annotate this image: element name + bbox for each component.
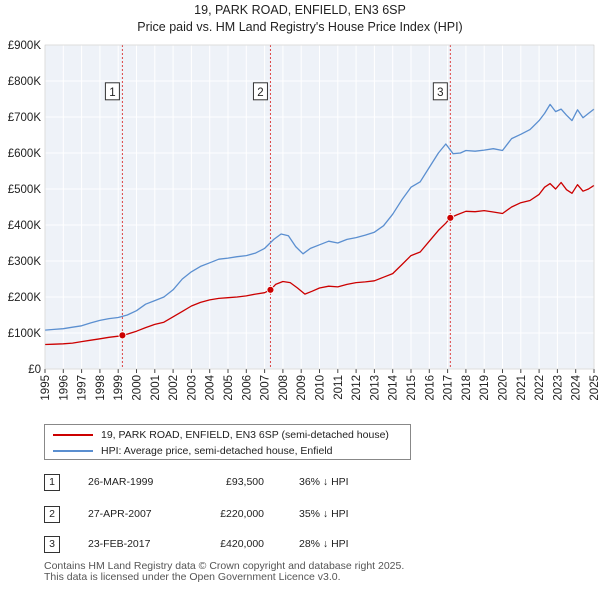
x-tick-label: 2024 [571, 374, 583, 400]
x-tick-label: 1995 [40, 375, 52, 401]
chart-subtitle: Price paid vs. HM Land Registry's House … [137, 20, 463, 34]
legend-label-hpi: HPI: Average price, semi-detached house,… [101, 445, 333, 457]
y-tick-label: £100K [8, 328, 42, 340]
footer-copyright: Contains HM Land Registry data © Crown c… [44, 560, 405, 572]
plot-frame [44, 44, 595, 370]
series-layer [44, 103, 595, 346]
sale-label-box [252, 82, 268, 101]
x-tick-label: 2013 [369, 375, 381, 401]
transaction-date: 23-FEB-2017 [88, 538, 151, 550]
table-row: 1 26-MAR-1999 £93,500 36% ↓ HPI [44, 474, 444, 494]
y-tick-label: £400K [8, 220, 42, 232]
y-tick-label: £800K [8, 76, 42, 88]
x-tick-label: 2022 [534, 375, 546, 401]
table-row: 2 27-APR-2007 £220,000 35% ↓ HPI [44, 506, 444, 526]
sale-marker-lines [121, 45, 451, 369]
x-tick-label: 2011 [333, 375, 345, 400]
x-tick-label: 2009 [296, 375, 308, 401]
legend-swatch-blue [53, 450, 93, 452]
x-tick-label: 2004 [205, 374, 217, 400]
x-tick-label: 2012 [351, 375, 363, 401]
sale-markers: 1 2 3 [104, 82, 455, 340]
sale-label-box [104, 82, 120, 101]
sale-label: 3 [437, 87, 443, 99]
transaction-hpi-diff: 36% ↓ HPI [299, 476, 349, 488]
x-tick-label: 2002 [168, 375, 180, 401]
legend-item-property: 19, PARK ROAD, ENFIELD, EN3 6SP (semi-de… [53, 427, 389, 443]
y-tick-label: £200K [8, 292, 42, 304]
x-tick-label: 2005 [223, 375, 235, 401]
transaction-date: 27-APR-2007 [88, 508, 152, 520]
x-tick-label: 1999 [113, 375, 125, 401]
sale-label: 1 [109, 87, 115, 99]
x-tick-label: 2010 [315, 375, 327, 401]
x-tick-label: 2021 [516, 375, 528, 401]
transaction-price: £93,500 [226, 476, 264, 488]
axis-layer: £0 £100K £200K £300K £400K £500K £600K £700K £80… [8, 40, 600, 401]
grid-layer [44, 44, 595, 370]
x-tick-label: 1996 [58, 375, 70, 401]
legend-item-hpi: HPI: Average price, semi-detached house,… [53, 443, 333, 459]
transaction-number: 3 [44, 536, 60, 553]
x-tick-label: 1998 [95, 375, 107, 401]
transaction-hpi-diff: 28% ↓ HPI [299, 538, 349, 550]
footer: Contains HM Land Registry data © Crown c… [44, 561, 404, 583]
transaction-price: £220,000 [220, 508, 264, 520]
sale-label: 2 [257, 87, 263, 99]
chart-title: 19, PARK ROAD, ENFIELD, EN3 6SP [194, 3, 406, 17]
x-tick-label: 2003 [186, 375, 198, 401]
transaction-number: 2 [44, 506, 60, 523]
x-tick-label: 2023 [552, 375, 564, 401]
price-chart: £0 £100K £200K £300K £400K £500K £600K £700K £80… [8, 40, 600, 401]
x-tick-label: 2018 [461, 375, 473, 401]
x-tick-label: 2008 [278, 375, 290, 401]
legend-label-property: 19, PARK ROAD, ENFIELD, EN3 6SP (semi-de… [101, 429, 389, 441]
x-tick-label: 2006 [241, 375, 253, 401]
x-tick-label: 2019 [479, 375, 491, 401]
x-tick-label: 2025 [589, 375, 600, 401]
y-tick-label: £500K [8, 184, 42, 196]
sale-point [266, 285, 275, 294]
sale-label-box [432, 82, 448, 101]
x-tick-label: 2001 [150, 375, 162, 401]
x-tick-label: 2014 [388, 374, 400, 400]
x-tick-label: 2020 [498, 375, 510, 401]
x-tick-label: 2017 [443, 375, 455, 401]
y-tick-label: £600K [8, 148, 42, 160]
legend: 19, PARK ROAD, ENFIELD, EN3 6SP (semi-de… [44, 424, 411, 460]
transaction-price: £420,000 [220, 538, 264, 550]
x-tick-label: 2016 [424, 375, 436, 401]
hpi-line [44, 103, 595, 331]
y-tick-label: £300K [8, 256, 42, 268]
transaction-number: 1 [44, 474, 60, 491]
y-tick-label: £900K [8, 40, 42, 52]
sale-point [446, 213, 455, 222]
x-tick-label: 2000 [132, 375, 144, 401]
legend-swatch-red [53, 434, 93, 436]
x-tick-label: 2007 [260, 375, 272, 401]
transaction-date: 26-MAR-1999 [88, 476, 154, 488]
y-tick-label: £700K [8, 112, 42, 124]
footer-licence: This data is licensed under the Open Gov… [44, 571, 341, 583]
sale-point [118, 331, 127, 340]
x-tick-label: 2015 [406, 375, 418, 401]
y-tick-label: £0 [28, 364, 41, 376]
table-row: 3 23-FEB-2017 £420,000 28% ↓ HPI [44, 536, 444, 556]
property-price-line [44, 181, 595, 346]
transaction-hpi-diff: 35% ↓ HPI [299, 508, 349, 520]
x-tick-label: 1997 [77, 375, 89, 401]
